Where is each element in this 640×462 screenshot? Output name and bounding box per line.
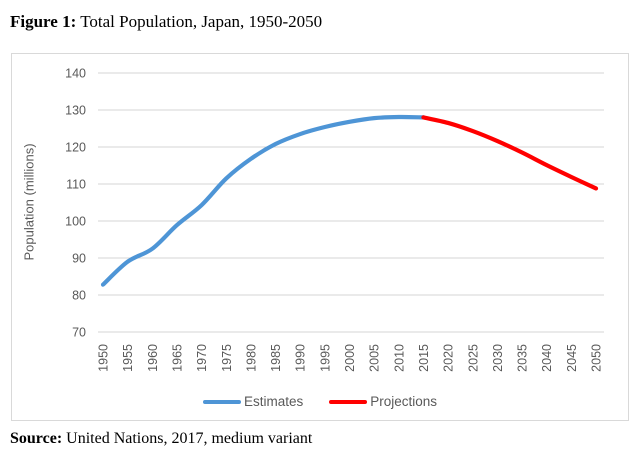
projections-legend-label: Projections [370,394,438,409]
x-tick-label: 2015 [417,344,431,372]
x-tick-label: 2000 [343,344,357,372]
projections-line [421,115,599,191]
x-tick-label: 2025 [466,344,480,372]
x-tick-label: 2010 [392,344,406,372]
y-tick-label: 70 [72,326,86,340]
estimates-legend-label: Estimates [243,394,304,409]
legend-item-estimates: Estimates [202,394,304,409]
figure-label: Figure 1: [10,12,77,31]
source-text: United Nations, 2017, medium variant [62,430,313,447]
y-tick-label: 80 [72,289,86,303]
x-tick-label: 1950 [97,344,111,372]
x-tick-label: 1970 [195,344,209,372]
source-note: Source: United Nations, 2017, medium var… [10,430,312,448]
y-tick-label: 110 [66,178,86,192]
x-tick-label: 1995 [318,344,332,372]
figure-title: Figure 1: Total Population, Japan, 1950-… [10,12,322,32]
y-tick-label: 90 [72,252,86,266]
legend-item-projections: Projections [329,394,437,409]
chart-legend: Estimates Projections [12,394,628,409]
x-tick-label: 2005 [368,344,382,372]
figure-title-text: Total Population, Japan, 1950-2050 [76,12,323,31]
x-tick-label: 2045 [565,344,579,372]
projections-line-swatch [329,399,368,404]
line-chart: 70 80 90 100 110 120 130 140 1950 1955 1960 1965 197… [65,67,604,372]
x-tick-label: 2020 [442,344,456,372]
estimates-line [100,114,426,287]
y-tick-label: 140 [65,67,86,81]
x-tick-label: 2040 [540,344,554,372]
x-tick-label: 1985 [269,344,283,372]
y-tick-label: 130 [65,104,86,118]
x-tick-label: 2050 [590,344,604,372]
estimates-line-swatch [202,399,241,404]
x-tick-label: 1980 [244,344,258,372]
x-tick-label: 1960 [146,344,160,372]
x-tick-label: 2035 [516,344,530,372]
x-tick-label: 1990 [294,344,308,372]
x-tick-label: 1965 [170,344,184,372]
chart-container: 70 80 90 100 110 120 130 140 1950 1955 1960 1965 197… [11,53,629,421]
source-label: Source: [10,430,63,447]
x-tick-label: 1955 [121,344,135,372]
x-tick-label: 2030 [491,344,505,372]
y-tick-label: 120 [65,141,86,155]
y-axis-title: Population (millions) [21,143,37,261]
y-tick-label: 100 [65,215,86,229]
x-tick-label: 1975 [220,344,234,372]
